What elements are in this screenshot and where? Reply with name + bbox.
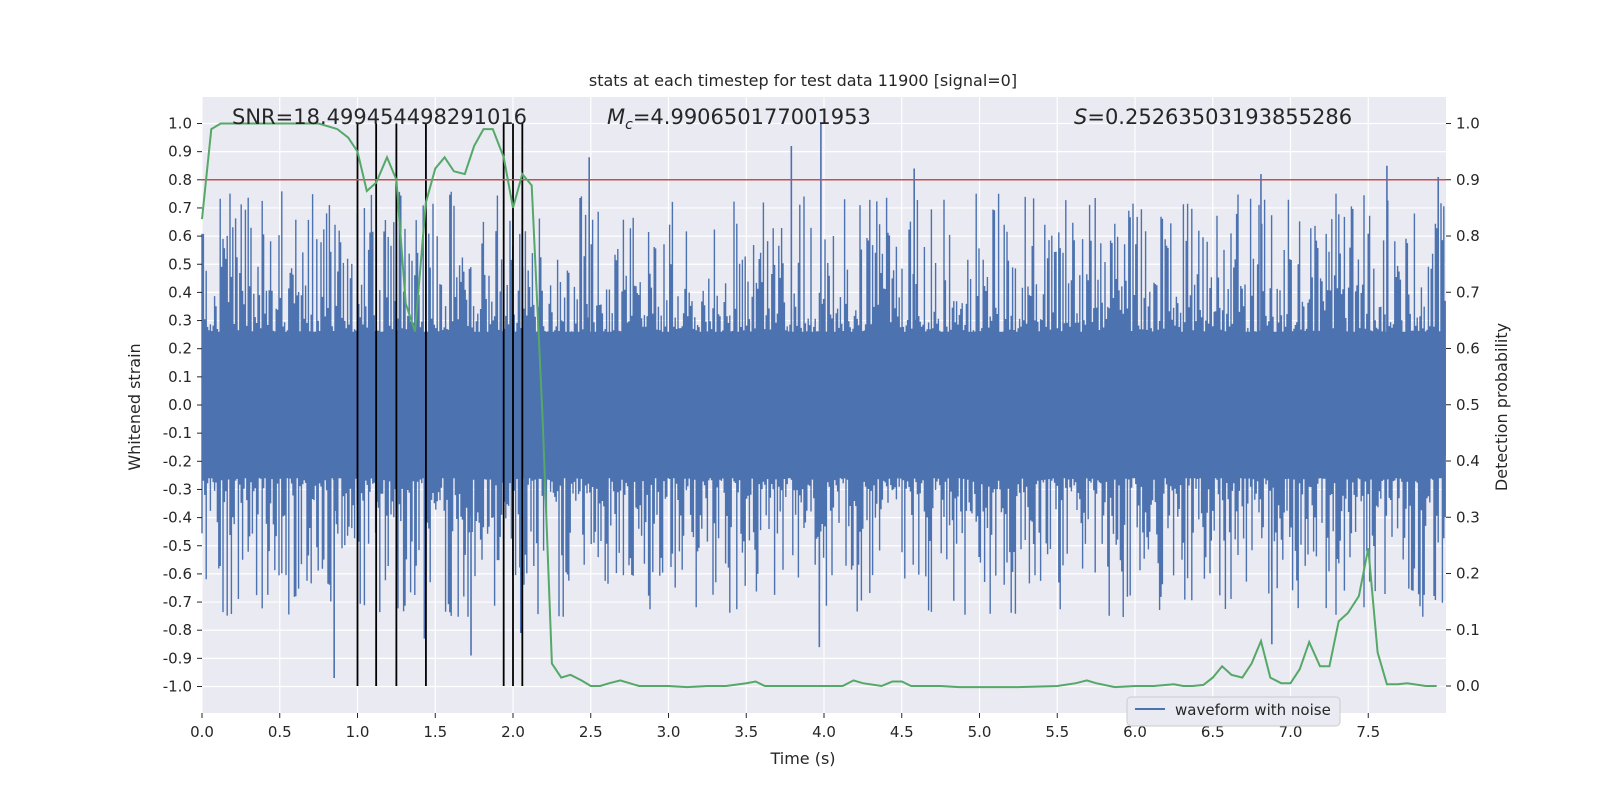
y-left-tick-label: -0.7: [163, 593, 192, 611]
mc-value: =4.990650177001953: [633, 105, 871, 129]
y-right-tick-label: 0.2: [1456, 565, 1480, 583]
y-left-tick-label: 0.0: [168, 396, 192, 414]
x-tick-label: 6.5: [1201, 723, 1225, 741]
snr-annotation: SNR=18.499454498291016: [232, 105, 527, 129]
y-left-tick-label: -0.1: [163, 424, 192, 442]
y-right-tick-label: 0.4: [1456, 452, 1480, 470]
x-tick-label: 0.5: [268, 723, 292, 741]
x-tick-label: 5.0: [968, 723, 992, 741]
mc-annotation: Mc=4.990650177001953: [607, 105, 871, 133]
y-left-tick-label: -0.5: [163, 537, 192, 555]
y-left-tick-label: 0.9: [168, 143, 192, 161]
y-left-tick-label: -0.2: [163, 452, 192, 470]
legend: waveform with noise: [1126, 696, 1341, 727]
y-right-tick-label: 0.0: [1456, 677, 1480, 695]
legend-box: [1126, 696, 1341, 727]
y-left-tick-label: 0.5: [168, 255, 192, 273]
s-value: =0.25263503193855286: [1087, 105, 1352, 129]
y-right-tick-label: 0.1: [1456, 621, 1480, 639]
vertical-markers: [356, 123, 524, 686]
y-axis-right-label: Detection probability: [1492, 323, 1511, 491]
y-axis-left-label: Whitened strain: [125, 343, 144, 470]
waveform-series: [201, 123, 1446, 679]
x-tick-label: 7.0: [1279, 723, 1303, 741]
y-right-tick-label: 0.6: [1456, 340, 1480, 358]
y-left-tick-label: -1.0: [163, 678, 192, 696]
x-tick-label: 4.5: [890, 723, 914, 741]
y-left-tick-label: 0.7: [168, 199, 192, 217]
x-tick-label: 2.0: [501, 723, 525, 741]
y-left-tick-label: -0.9: [163, 649, 192, 667]
y-left-tick-label: -0.6: [163, 565, 192, 583]
x-axis-label: Time (s): [769, 749, 835, 768]
probability-series-line: [201, 122, 1437, 689]
y-left-tick-label: 0.1: [168, 368, 192, 386]
y-left-tick-label: 0.4: [168, 283, 192, 301]
y-right-tick-label: 1.0: [1456, 115, 1480, 133]
x-tick-label: 3.0: [657, 723, 681, 741]
y-left-tick-label: 1.0: [168, 115, 192, 133]
y-axis-right-ticks: 1.0 0.9 0.8 0.7 0.6 0.5 0.4 0.3 0.2 0.1 0.0: [1446, 115, 1480, 695]
mc-symbol: M: [607, 105, 625, 129]
x-tick-label: 0.0: [190, 723, 214, 741]
y-left-tick-label: -0.4: [163, 509, 192, 527]
y-left-tick-label: 0.6: [168, 227, 192, 245]
waveform-noise: [201, 191, 1446, 617]
y-left-tick-label: -0.3: [163, 480, 192, 498]
y-left-tick-label: 0.3: [168, 312, 192, 330]
x-tick-label: 6.0: [1123, 723, 1147, 741]
y-axis-left-ticks: 1.0 0.9 0.8 0.7 0.6 0.5 0.4 0.3 0.2 0.1 0.0 -0.1 -0.…: [163, 115, 202, 696]
x-tick-label: 2.5: [579, 723, 603, 741]
y-left-tick-label: -0.8: [163, 621, 192, 639]
s-annotation: S=0.25263503193855286: [1074, 105, 1352, 129]
mc-subscript: c: [625, 117, 633, 133]
x-axis-ticks: 0.0 0.5 1.0 1.5 2.0 2.5 3.0 3.5 4.0 4.5 5.0 5.5 6.0 6…: [190, 713, 1380, 741]
x-tick-label: 1.0: [346, 723, 370, 741]
x-tick-label: 1.5: [423, 723, 447, 741]
x-tick-label: 4.0: [812, 723, 836, 741]
chart-title: stats at each timestep for test data 119…: [589, 71, 1017, 90]
x-tick-label: 7.5: [1356, 723, 1380, 741]
y-left-tick-label: 0.8: [168, 171, 192, 189]
s-symbol: S: [1074, 105, 1087, 129]
x-tick-label: 3.5: [734, 723, 758, 741]
y-right-tick-label: 0.5: [1456, 396, 1480, 414]
y-right-tick-label: 0.9: [1456, 171, 1480, 189]
legend-label-waveform: waveform with noise: [1175, 701, 1331, 719]
y-right-tick-label: 0.8: [1456, 227, 1480, 245]
y-right-tick-label: 0.7: [1456, 283, 1480, 301]
y-left-tick-label: 0.2: [168, 340, 192, 358]
y-right-tick-label: 0.3: [1456, 508, 1480, 526]
x-tick-label: 5.5: [1045, 723, 1069, 741]
